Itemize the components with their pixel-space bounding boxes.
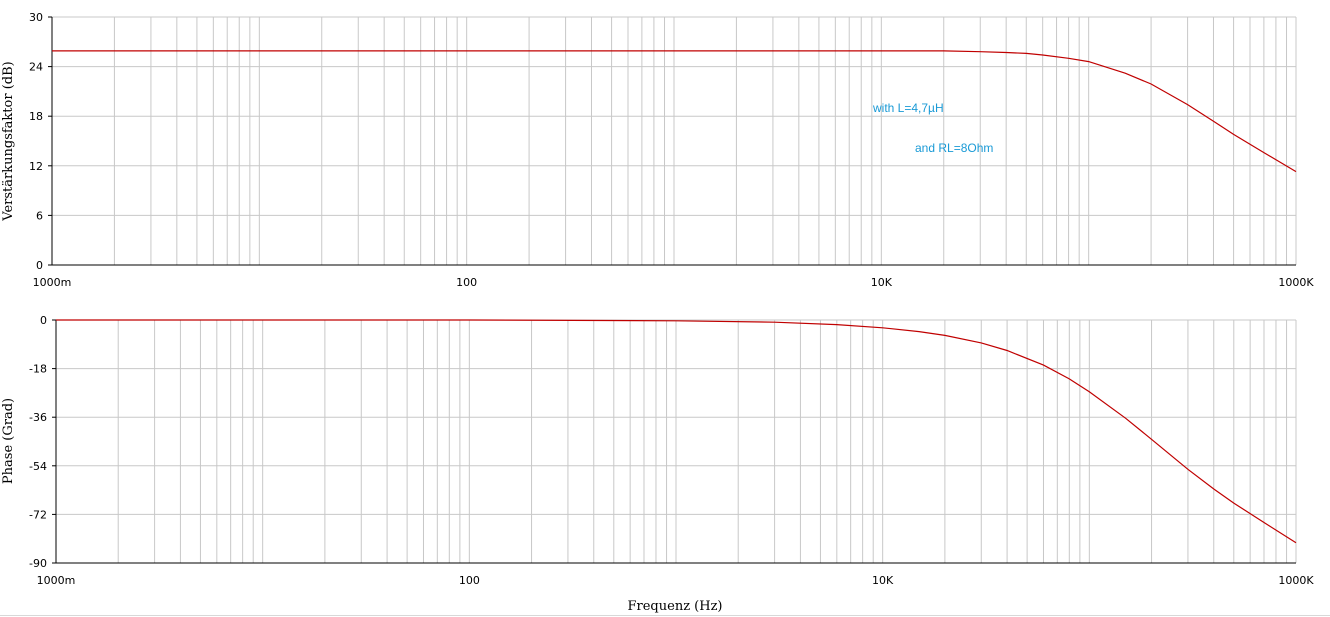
phase-grid [55, 319, 1297, 564]
phase-y-tick-label: -36 [29, 411, 47, 424]
phase-y-axis-title: Phase (Grad) [1, 398, 16, 484]
phase-x-tick-label: 1000K [1278, 574, 1314, 587]
gain-curve [52, 50, 1297, 173]
gain-x-tick-label: 1000m [33, 276, 72, 289]
gain-y-tick-label: 0 [36, 259, 43, 272]
phase-y-ticks: 0 -18 -36 -54 -72 -90 [29, 314, 56, 570]
gain-y-tick-label: 30 [29, 11, 43, 24]
gain-y-tick-label: 12 [29, 160, 43, 173]
phase-x-tick-label: 10K [872, 574, 894, 587]
annotation-inductance: with L=4,7µH [872, 101, 944, 115]
gain-x-tick-label: 1000K [1278, 276, 1314, 289]
phase-axes [55, 320, 1296, 564]
phase-y-tick-label: -18 [29, 363, 47, 376]
gain-x-ticks: 1000m 100 10K 1000K [33, 276, 1315, 289]
phase-curve [56, 319, 1297, 544]
phase-x-tick-label: 100 [459, 574, 480, 587]
phase-x-tick-label: 1000m [37, 574, 76, 587]
gain-y-axis-title: Verstärkungsfaktor (dB) [1, 61, 16, 221]
annotation-load: and RL=8Ohm [915, 141, 993, 155]
gain-curve-group [52, 50, 1297, 173]
phase-y-tick-label: 0 [40, 314, 47, 327]
phase-y-tick-label: -72 [29, 508, 47, 521]
x-axis-title: Frequenz (Hz) [628, 599, 723, 614]
phase-curve-group [56, 319, 1297, 544]
gain-y-ticks: 0 6 12 18 24 30 [29, 11, 52, 272]
gain-panel: 0 6 12 18 24 30 1000m 100 10K 1000K Verstärkungs… [1, 11, 1314, 289]
gain-y-tick-label: 18 [29, 110, 43, 123]
gain-y-tick-label: 6 [36, 209, 43, 222]
gain-axes [51, 17, 1296, 266]
gain-x-tick-label: 100 [456, 276, 477, 289]
gain-x-tick-label: 10K [871, 276, 893, 289]
gain-y-tick-label: 24 [29, 61, 43, 74]
phase-panel: 0 -18 -36 -54 -72 -90 1000m 100 10K 1000K Phase … [1, 314, 1314, 614]
phase-y-tick-label: -54 [29, 460, 47, 473]
phase-y-tick-label: -90 [29, 557, 47, 570]
gain-grid [51, 16, 1297, 266]
phase-x-ticks: 1000m 100 10K 1000K [37, 574, 1315, 587]
